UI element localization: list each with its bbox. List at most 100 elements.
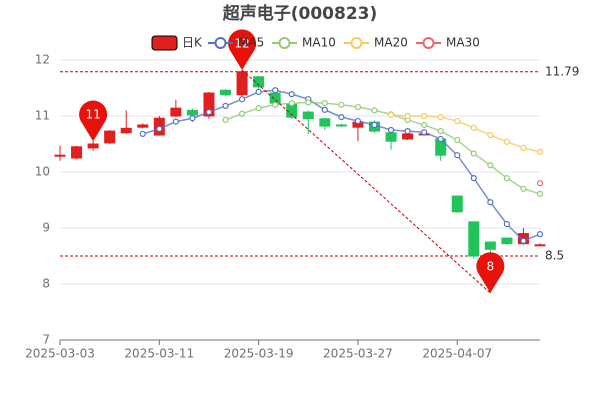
ma-point	[222, 116, 229, 124]
y-tick-label: 12	[35, 53, 50, 67]
candle-body	[236, 71, 248, 96]
ma-point	[272, 87, 279, 94]
x-tick-label: 2025-03-27	[323, 347, 393, 361]
legend-label: 日K	[182, 36, 203, 50]
mark-pin	[476, 252, 505, 293]
ma-point	[470, 150, 477, 157]
legend-item[interactable]: MA30	[416, 36, 480, 50]
candle-body	[484, 241, 496, 250]
candle-body	[253, 76, 265, 88]
legend-item[interactable]: MA10	[272, 36, 336, 50]
ma-point	[288, 100, 295, 107]
ma-point	[238, 96, 246, 103]
candle-body	[302, 111, 314, 120]
ma-point	[520, 185, 527, 192]
candle-body	[186, 109, 198, 116]
ma-point	[156, 125, 163, 132]
ma-point	[421, 112, 428, 120]
ma-point	[338, 114, 345, 121]
ma-point	[139, 130, 146, 138]
ma-point	[255, 88, 262, 96]
ma-line	[142, 89, 541, 242]
ma-point	[454, 117, 461, 125]
ma-point	[470, 175, 477, 182]
mark-pin-label: 12	[234, 37, 249, 51]
candle-body	[54, 154, 66, 157]
ma-line	[390, 114, 541, 153]
ma-point	[387, 111, 395, 118]
ma-point	[305, 99, 312, 106]
ma-point	[321, 106, 328, 113]
y-tick-label: 10	[35, 165, 50, 179]
ma-point	[205, 108, 213, 116]
candle-body	[319, 118, 331, 127]
ma-point	[238, 110, 246, 117]
candle-body	[104, 130, 116, 144]
legend-label: MA30	[446, 36, 480, 50]
mark-line-label: 11.79	[545, 64, 579, 78]
chart-title: 超声电子(000823)	[223, 3, 378, 24]
legend-item[interactable]: 日K	[151, 35, 203, 51]
ma-point	[470, 124, 477, 131]
ma-point	[172, 118, 179, 125]
legend-item[interactable]: MA5	[208, 36, 264, 50]
candle-body	[451, 195, 463, 213]
candle-body	[534, 244, 546, 247]
ma-point	[321, 100, 328, 107]
mark-pin-label: 8	[487, 259, 495, 273]
ma-point	[404, 112, 411, 120]
ma-point	[503, 138, 510, 145]
ma-point	[222, 102, 229, 110]
ma-point	[421, 121, 428, 129]
ma-point	[354, 103, 362, 111]
ma-point	[520, 237, 527, 244]
trend-line	[241, 69, 491, 294]
legend-icon	[278, 37, 291, 49]
ma-point	[536, 180, 544, 187]
ma-point	[437, 135, 444, 143]
legend-item[interactable]: MA20	[344, 36, 408, 50]
x-tick-label: 2025-03-11	[124, 347, 194, 361]
ma-point	[437, 128, 444, 135]
candle-body	[203, 92, 215, 117]
candle-body	[71, 146, 83, 159]
ma-point	[189, 115, 196, 122]
ma-point	[371, 121, 378, 129]
y-tick-label: 11	[35, 109, 50, 123]
candle-body	[220, 89, 232, 96]
ma-point	[421, 129, 428, 136]
x-tick-label: 2025-03-03	[25, 347, 95, 361]
mark-pin	[228, 29, 257, 71]
legend-icon	[350, 37, 363, 49]
legend-icon	[151, 35, 178, 51]
mark-pin-label: 11	[85, 108, 100, 122]
ma-point	[454, 152, 461, 159]
ma-point	[487, 131, 494, 139]
y-tick-label: 8	[42, 277, 50, 291]
ma-point	[272, 101, 279, 108]
y-tick-label: 9	[42, 221, 50, 235]
ma-point	[255, 105, 262, 112]
legend-label: MA20	[374, 36, 408, 50]
ma-point	[503, 175, 510, 182]
mark-pin	[79, 100, 108, 142]
ma-point	[288, 91, 295, 98]
candle-body	[468, 221, 480, 257]
ma-point	[487, 199, 494, 206]
legend-label: MA10	[302, 36, 336, 50]
ma-point	[437, 114, 444, 121]
candle-body	[120, 127, 132, 134]
legend-icon	[422, 37, 435, 49]
candle-body	[402, 133, 414, 140]
ma-point	[371, 107, 378, 114]
legend-icon	[214, 37, 227, 49]
ma-point	[536, 231, 544, 238]
candle-body	[501, 237, 513, 245]
ma-point	[536, 190, 544, 197]
candle-body	[385, 132, 397, 142]
candle-body	[269, 92, 281, 104]
mark-line-label: 8.5	[545, 249, 564, 263]
ma-point	[520, 144, 527, 152]
ma-point	[487, 162, 494, 169]
ma-point	[387, 126, 395, 134]
